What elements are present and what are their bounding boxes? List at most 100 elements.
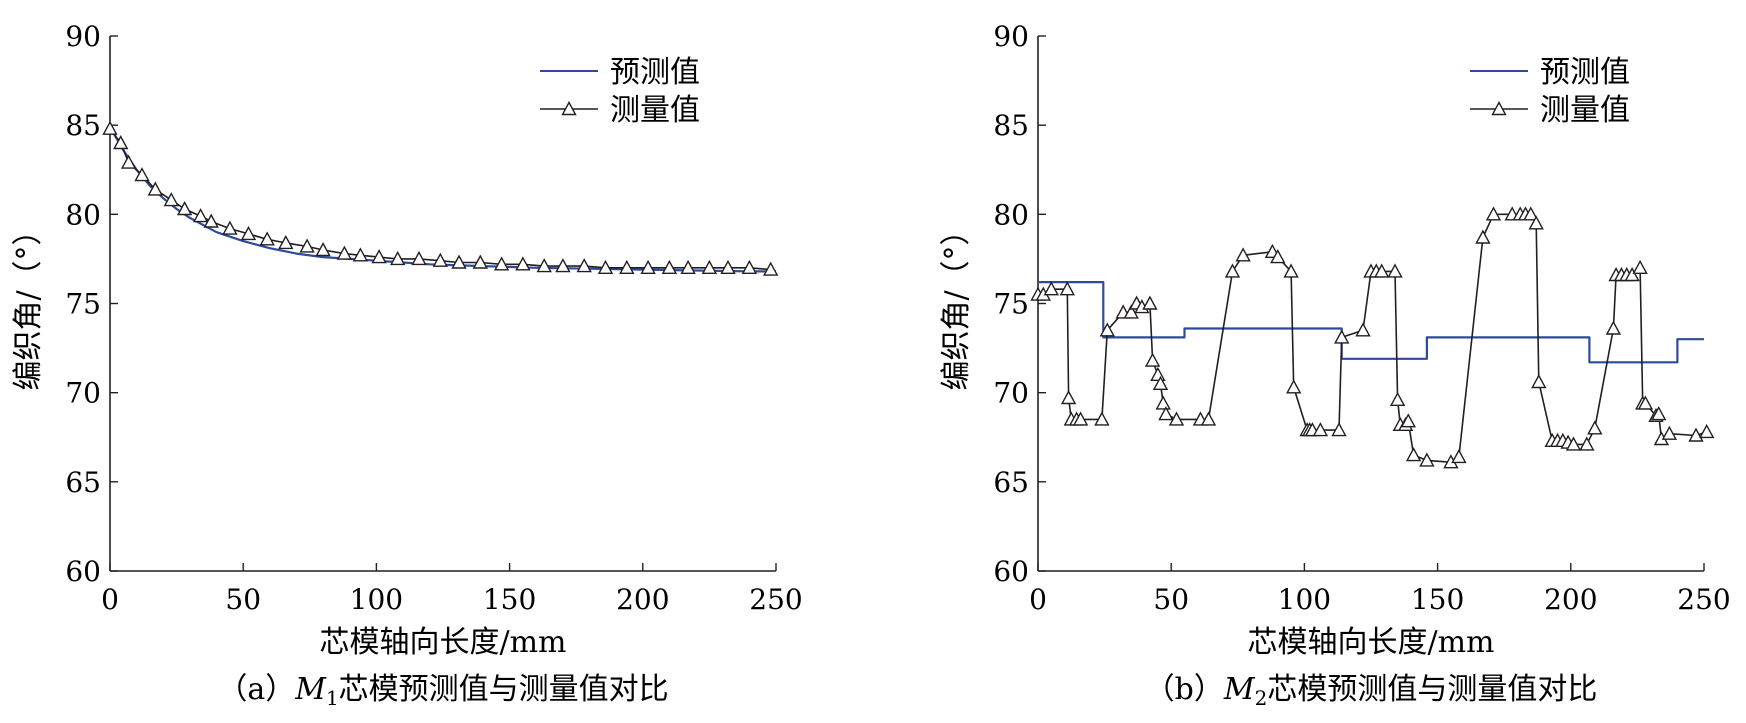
data-point-a-31 xyxy=(661,259,678,274)
data-point-a-3 xyxy=(134,167,150,182)
data-point-b-39 xyxy=(1387,263,1403,278)
x-tick-label-a-4: 200 xyxy=(616,583,669,616)
data-point-a-8 xyxy=(203,213,219,228)
y-tick-label-b-6: 90 xyxy=(993,20,1029,53)
data-point-b-33 xyxy=(1331,422,1347,437)
legend-a: 预测值 测量值 xyxy=(540,55,700,128)
panel-b: 0 50 100 150 200 250 60 65 70 75 80 85 9… xyxy=(939,20,1731,710)
data-point-b-28 xyxy=(1286,379,1302,394)
data-point-b-26 xyxy=(1270,249,1286,264)
data-point-a-14 xyxy=(315,242,331,257)
data-point-b-76 xyxy=(1699,423,1715,439)
data-point-b-60 xyxy=(1565,436,1582,451)
x-tick-label-b-1: 50 xyxy=(1153,583,1189,616)
x-tick-label-a-1: 50 xyxy=(225,583,261,616)
data-point-a-29 xyxy=(619,259,635,274)
data-point-a-16 xyxy=(352,247,369,262)
y-tick-label-b-0: 60 xyxy=(993,555,1029,588)
data-point-b-24 xyxy=(1235,247,1251,262)
x-ticks-b: 0 50 100 150 200 250 xyxy=(1029,563,1731,616)
data-point-a-12 xyxy=(278,234,294,250)
legend-label-a-predicted: 预测值 xyxy=(610,55,700,90)
data-point-b-61 xyxy=(1579,436,1595,451)
y-tick-a-2: 70 xyxy=(65,377,118,410)
y-tick-a-6: 90 xyxy=(65,20,118,53)
data-point-a-33 xyxy=(701,259,718,274)
data-point-a-23 xyxy=(493,256,510,271)
data-point-b-70 xyxy=(1637,395,1654,410)
data-point-b-4 xyxy=(1060,390,1077,405)
y-tick-label-a-6: 90 xyxy=(65,20,101,53)
series-group-b xyxy=(1030,206,1715,469)
data-point-a-7 xyxy=(192,208,209,223)
data-point-a-26 xyxy=(555,258,571,273)
x-tick-a-1: 50 xyxy=(225,563,261,616)
data-point-a-20 xyxy=(432,252,448,267)
x-ticks-a: 0 50 100 150 200 250 xyxy=(101,563,803,616)
data-point-b-11 xyxy=(1123,304,1139,319)
y-tick-label-a-1: 65 xyxy=(65,466,101,499)
x-tick-label-a-5: 250 xyxy=(749,583,802,616)
y-tick-label-b-5: 85 xyxy=(993,109,1029,142)
y-tick-b-5: 85 xyxy=(993,109,1046,142)
legend-marker-a-measured xyxy=(561,101,577,116)
data-point-a-27 xyxy=(576,258,592,273)
series-line-b-predicted xyxy=(1038,281,1704,364)
data-point-b-23 xyxy=(1224,263,1241,278)
data-point-b-68 xyxy=(1632,259,1648,274)
y-tick-label-a-5: 85 xyxy=(65,109,101,142)
data-point-a-18 xyxy=(390,250,406,266)
series-line-a-predicted xyxy=(109,126,776,273)
y-tick-label-a-2: 70 xyxy=(65,377,101,410)
x-axis-label-b: 芯模轴向长度/mm xyxy=(1247,625,1494,660)
caption-a-prefix: （a） xyxy=(217,672,295,707)
data-point-a-2 xyxy=(120,154,137,169)
data-point-a-5 xyxy=(163,192,179,207)
y-tick-b-6: 90 xyxy=(993,20,1046,53)
data-point-a-9 xyxy=(222,220,238,235)
data-point-a-21 xyxy=(451,254,467,269)
data-point-a-25 xyxy=(536,258,552,273)
y-axis-label-a: 编织角/（°） xyxy=(11,215,46,390)
caption-b: （b）M2芯模预测值与测量值对比 xyxy=(1145,672,1598,710)
y-tick-label-b-1: 65 xyxy=(993,466,1029,499)
data-point-b-16 xyxy=(1150,366,1166,381)
y-tick-b-4: 80 xyxy=(993,198,1046,231)
x-tick-b-4: 200 xyxy=(1544,563,1598,616)
data-point-b-35 xyxy=(1355,322,1371,337)
x-tick-label-b-4: 200 xyxy=(1544,583,1597,616)
data-point-a-1 xyxy=(113,135,129,150)
data-point-a-34 xyxy=(720,259,736,274)
y-tick-b-3: 75 xyxy=(993,288,1046,321)
x-tick-b-3: 150 xyxy=(1411,563,1464,616)
data-point-a-28 xyxy=(597,259,614,274)
x-tick-label-b-0: 0 xyxy=(1029,583,1047,616)
data-point-a-30 xyxy=(640,259,656,274)
y-tick-label-b-3: 75 xyxy=(993,288,1029,321)
y-tick-b-2: 70 xyxy=(993,377,1046,410)
data-point-b-63 xyxy=(1605,320,1622,335)
x-tick-label-b-2: 100 xyxy=(1278,583,1331,616)
y-axis-label-b: 编织角/（°） xyxy=(939,215,974,390)
data-point-a-19 xyxy=(411,250,427,266)
caption-a-sub: 1 xyxy=(326,686,339,710)
x-tick-b-2: 100 xyxy=(1278,563,1331,616)
series-group-a xyxy=(102,120,779,276)
panel-a: 0 50 100 150 200 250 60 65 70 75 80 85 9… xyxy=(11,20,803,710)
y-tick-a-0: 60 xyxy=(65,555,118,588)
data-point-b-49 xyxy=(1485,206,1502,221)
caption-b-prefix: （b） xyxy=(1145,672,1224,707)
data-point-b-2 xyxy=(1043,281,1059,296)
data-point-b-44 xyxy=(1405,447,1422,462)
data-point-b-3 xyxy=(1059,281,1075,296)
series-line-a-measured xyxy=(109,128,771,271)
data-point-b-40 xyxy=(1389,391,1406,406)
y-tick-label-b-4: 80 xyxy=(993,198,1029,231)
x-tick-b-1: 50 xyxy=(1153,563,1189,616)
data-point-a-15 xyxy=(336,245,353,260)
y-ticks-b: 60 65 70 75 80 85 90 xyxy=(993,20,1046,588)
y-tick-a-1: 65 xyxy=(65,466,118,499)
data-point-b-38 xyxy=(1374,263,1390,278)
data-point-b-9 xyxy=(1099,322,1115,337)
data-point-b-19 xyxy=(1158,406,1174,421)
